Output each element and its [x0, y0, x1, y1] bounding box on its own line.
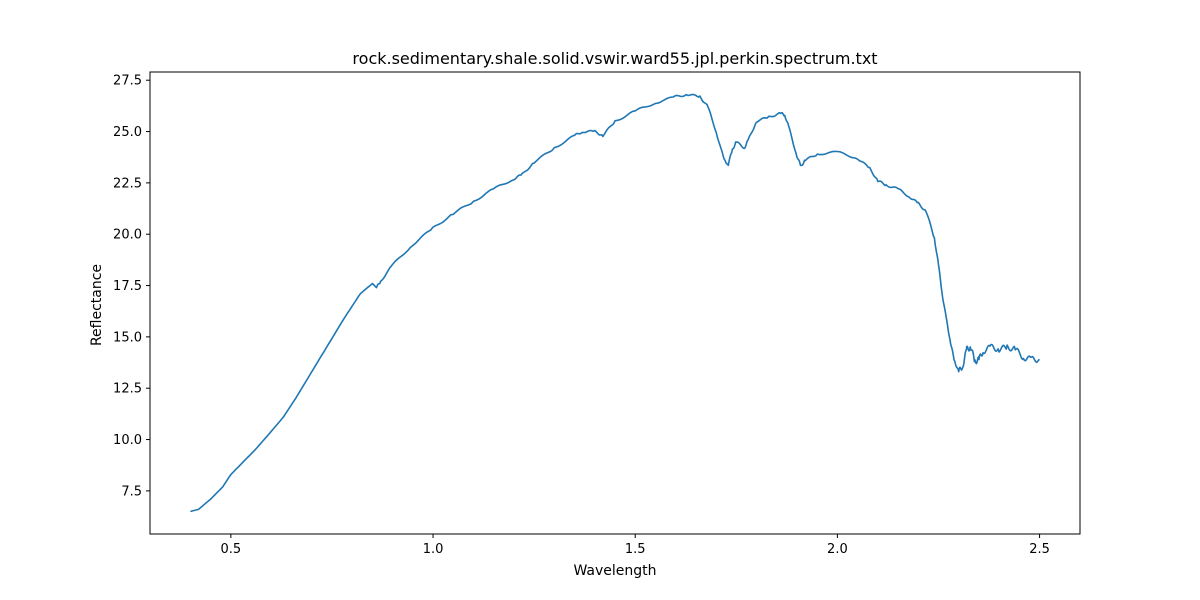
y-tick-label: 15.0 — [113, 330, 142, 345]
x-tick-label: 1.5 — [625, 542, 646, 557]
x-tick-label: 2.5 — [1029, 542, 1050, 557]
x-tick-label: 0.5 — [221, 542, 242, 557]
y-tick-label: 7.5 — [121, 484, 142, 499]
plot-area: 0.5 1.0 1.5 2.0 2.5 7.5 10.0 12.5 15.0 17.5 20.0 22… — [113, 71, 1081, 557]
y-axis-title: Reflectance — [89, 264, 105, 346]
chart-title: rock.sedimentary.shale.solid.vswir.ward5… — [352, 49, 877, 68]
y-tick-label: 12.5 — [113, 382, 142, 397]
x-tick-label: 2.0 — [827, 542, 848, 557]
y-tick-label: 20.0 — [113, 228, 142, 243]
y-tick-label: 17.5 — [113, 279, 142, 294]
x-axis-title: Wavelength — [573, 563, 656, 579]
plot-frame — [149, 71, 1081, 535]
x-tick-label: 1.0 — [423, 542, 444, 557]
series-line-0 — [190, 93, 1040, 513]
y-tick-label: 10.0 — [113, 433, 142, 448]
y-tick-label: 25.0 — [113, 125, 142, 140]
y-tick-label: 27.5 — [113, 74, 142, 89]
y-tick-label: 22.5 — [113, 176, 142, 191]
